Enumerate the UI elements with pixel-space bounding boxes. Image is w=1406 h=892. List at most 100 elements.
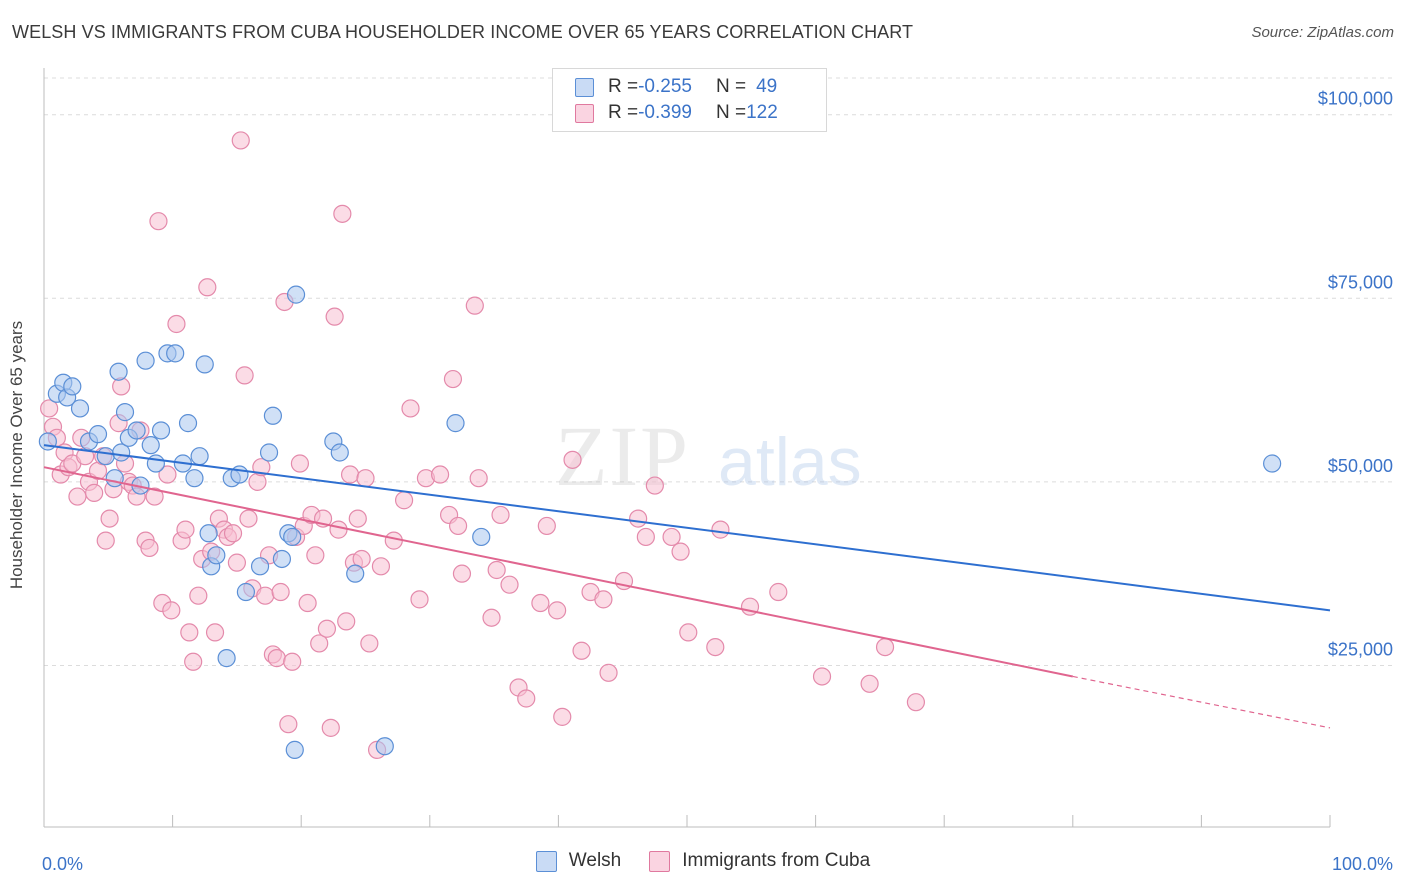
data-point-welsh <box>346 564 365 583</box>
data-point-cuba <box>482 608 501 627</box>
data-point-cuba <box>252 458 271 477</box>
data-point-cuba <box>310 634 329 653</box>
y-tick-label: $100,000 <box>1318 89 1393 109</box>
series-immigrants-from-cuba <box>40 131 926 759</box>
data-point-cuba <box>176 520 195 539</box>
data-point-cuba <box>563 450 582 469</box>
data-point-cuba <box>443 369 463 389</box>
data-point-welsh <box>136 351 155 370</box>
data-point-cuba <box>68 487 87 506</box>
data-point-cuba <box>671 542 690 561</box>
data-point-cuba <box>317 619 337 638</box>
legend-item-cuba[interactable]: Immigrants from Cuba <box>649 850 870 872</box>
data-point-cuba <box>448 516 468 536</box>
data-point-cuba <box>452 564 472 583</box>
data-point-cuba <box>812 667 832 686</box>
data-point-cuba <box>594 590 613 609</box>
data-point-welsh <box>146 454 165 473</box>
data-point-welsh <box>330 443 349 462</box>
data-point-cuba <box>279 715 298 734</box>
data-point-welsh <box>285 740 304 759</box>
data-point-cuba <box>517 689 536 708</box>
data-point-cuba <box>306 546 325 565</box>
data-point-cuba <box>333 204 352 223</box>
trend-lines <box>43 444 1331 729</box>
series-legend: Welsh Immigrants from Cuba <box>0 850 1406 872</box>
data-point-cuba <box>537 516 556 536</box>
data-point-welsh <box>185 469 204 488</box>
data-point-cuba <box>267 649 286 668</box>
y-tick-label: $25,000 <box>1328 639 1393 659</box>
data-point-cuba <box>679 623 698 642</box>
data-point-cuba <box>271 582 290 602</box>
data-point-cuba <box>553 707 572 726</box>
data-point-welsh <box>190 447 209 466</box>
legend-row-welsh: R = -0.255 N = 49 <box>575 75 777 99</box>
data-point-cuba <box>112 377 131 396</box>
data-point-cuba <box>167 314 186 334</box>
data-point-cuba <box>356 469 375 488</box>
data-point-welsh <box>70 399 90 418</box>
trend-line-cuba <box>43 466 1073 678</box>
data-point-welsh <box>141 436 160 455</box>
data-point-cuba <box>769 582 788 602</box>
data-point-cuba <box>711 520 730 539</box>
data-point-cuba <box>256 586 275 605</box>
legend-r-label: R = <box>608 102 639 123</box>
data-point-welsh <box>38 432 57 451</box>
data-point-welsh <box>283 527 302 547</box>
data-point-cuba <box>531 593 550 613</box>
data-point-welsh <box>259 443 279 462</box>
data-point-welsh <box>250 557 270 576</box>
data-point-cuba <box>491 505 510 525</box>
data-point-cuba <box>348 509 367 528</box>
data-point-cuba <box>162 601 181 620</box>
data-point-welsh <box>88 425 108 444</box>
legend-n-label: N = <box>715 102 747 123</box>
x-tick-label-min: 0.0% <box>42 854 83 874</box>
data-point-cuba <box>329 520 348 539</box>
legend-row-cuba: R = -0.399 N = 122 <box>575 101 778 125</box>
data-point-cuba <box>231 131 250 150</box>
chart-title: WELSH VS IMMIGRANTS FROM CUBA HOUSEHOLDE… <box>12 22 914 42</box>
data-point-welsh <box>272 549 292 569</box>
data-point-cuba <box>85 483 104 502</box>
data-point-welsh <box>217 649 236 668</box>
x-tick-label-max: 100.0% <box>1332 854 1393 874</box>
correlation-legend: R = -0.255 N = 49 R = -0.399 N = 122 <box>552 68 827 132</box>
data-point-cuba <box>180 623 199 642</box>
data-point-cuba <box>384 531 403 550</box>
legend-n-value: 122 <box>746 102 778 123</box>
data-point-cuba <box>223 524 243 543</box>
data-point-cuba <box>290 454 310 473</box>
data-point-cuba <box>599 663 618 682</box>
data-point-welsh <box>63 377 82 396</box>
data-point-cuba <box>96 531 115 550</box>
data-point-cuba <box>205 623 225 642</box>
data-point-cuba <box>572 641 591 660</box>
data-point-cuba <box>706 637 725 657</box>
trend-line-welsh <box>43 444 1331 612</box>
y-axis-label: Householder Income Over 65 years <box>7 320 26 590</box>
legend-r-value: -0.255 <box>638 76 692 97</box>
data-point-cuba <box>394 491 414 510</box>
x-tick-labels: 0.0% 100.0% <box>42 854 1393 874</box>
legend-swatch-welsh <box>575 77 594 97</box>
data-point-cuba <box>198 278 217 297</box>
data-point-cuba <box>500 575 519 594</box>
data-point-cuba <box>149 212 168 231</box>
data-point-welsh <box>199 524 218 543</box>
data-point-cuba <box>465 296 484 315</box>
data-point-cuba <box>239 509 258 528</box>
legend-label-cuba: Immigrants from Cuba <box>682 850 871 871</box>
data-point-cuba <box>235 366 254 385</box>
data-point-welsh <box>151 421 171 440</box>
data-point-cuba <box>430 465 450 484</box>
data-point-welsh <box>96 447 115 466</box>
data-point-welsh <box>286 285 306 304</box>
data-point-cuba <box>662 527 681 547</box>
legend-swatch-cuba <box>649 850 671 872</box>
data-point-welsh <box>263 406 283 425</box>
legend-item-welsh[interactable]: Welsh <box>535 850 621 872</box>
